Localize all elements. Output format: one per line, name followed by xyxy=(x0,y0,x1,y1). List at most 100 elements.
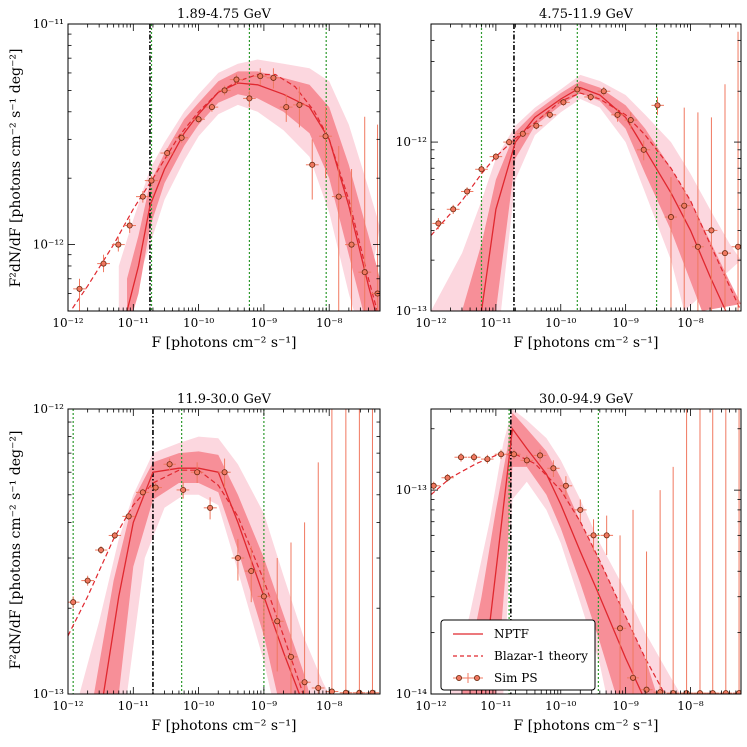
x-tick-label-0: 10⁻¹² xyxy=(415,316,446,330)
legend-label-blazar: Blazar-1 theory xyxy=(494,649,588,663)
marker xyxy=(270,74,277,81)
sim-ps-point-13 xyxy=(253,68,267,85)
axes-frame xyxy=(67,408,381,695)
sim-ps-point-14 xyxy=(266,68,280,89)
marker xyxy=(356,689,363,694)
sim-ps-point-0 xyxy=(432,218,445,230)
marker xyxy=(369,689,376,694)
y-tick-label-0: 10⁻¹⁴ xyxy=(396,687,427,701)
y-axis-label-top: F²dN/dF [photons cm⁻² s⁻¹ deg⁻²] xyxy=(8,49,24,288)
marker xyxy=(194,469,201,476)
sim-ps-point-5 xyxy=(136,488,150,497)
x-tick-label-1: 10⁻¹¹ xyxy=(480,316,511,330)
sim-ps-point-2 xyxy=(454,453,468,462)
sim-ps-point-16 xyxy=(293,86,306,128)
x-tick-label-4: 10⁻⁸ xyxy=(677,699,704,713)
sim-ps-point-10 xyxy=(571,85,584,94)
sim-ps-point-9 xyxy=(557,98,570,106)
sim-ps-point-23 xyxy=(732,409,741,694)
sim-ps-point-7 xyxy=(530,122,543,130)
marker xyxy=(643,686,650,693)
sim-ps-point-17 xyxy=(305,139,319,200)
legend-box xyxy=(440,619,596,691)
sim-ps-point-13 xyxy=(244,546,258,603)
x-tick-label-2: 10⁻¹⁰ xyxy=(545,316,576,330)
marker xyxy=(694,243,701,250)
marker xyxy=(736,690,741,694)
marker xyxy=(287,653,294,660)
marker xyxy=(70,599,77,606)
sim-ps-point-5 xyxy=(144,175,159,186)
sim-ps-point-3 xyxy=(475,165,488,174)
marker xyxy=(537,452,544,459)
panel-4: 10⁻¹² 10⁻¹¹ 10⁻¹⁰ 10⁻⁹ 10⁻⁸ 10⁻¹⁴ 10⁻¹³ 30.0-94… xyxy=(396,392,742,734)
sim-ps-point-2 xyxy=(95,546,108,554)
x-tick-label-3: 10⁻⁹ xyxy=(612,699,639,713)
marker xyxy=(600,88,607,95)
marker xyxy=(657,689,664,694)
marker xyxy=(348,241,355,248)
marker xyxy=(464,188,471,195)
sim-ps-point-6 xyxy=(160,148,174,158)
sim-ps-point-16 xyxy=(640,551,653,694)
sim-ps-point-1 xyxy=(81,575,94,586)
plot-area xyxy=(431,24,741,311)
marker xyxy=(478,166,485,173)
x-tick-label-2: 10⁻¹⁰ xyxy=(183,699,214,713)
axes-frame xyxy=(67,23,381,312)
sim-ps-point-14 xyxy=(624,112,638,129)
sim-ps-point-9 xyxy=(206,102,219,112)
x-tick-label-3: 10⁻⁹ xyxy=(251,699,278,713)
sim-ps-point-10 xyxy=(203,497,217,520)
marker xyxy=(208,104,215,111)
marker xyxy=(550,465,557,472)
marker xyxy=(562,482,569,489)
sim-ps-point-0 xyxy=(431,481,441,491)
sim-ps-point-22 xyxy=(719,409,733,694)
sim-ps-point-2 xyxy=(111,237,125,252)
sim-ps-point-22 xyxy=(731,31,741,311)
x-axis-label: F [photons cm⁻² s⁻¹] xyxy=(514,335,659,351)
sim-ps-point-21 xyxy=(352,409,366,694)
marker xyxy=(76,285,83,292)
sim-ps-point-14 xyxy=(257,562,271,636)
marker xyxy=(457,454,464,461)
x-tick-label-2: 10⁻¹⁰ xyxy=(545,699,576,713)
sim-ps-point-3 xyxy=(467,453,481,462)
sim-ps-point-9 xyxy=(547,460,560,477)
sim-ps-point-8 xyxy=(176,481,190,499)
marker xyxy=(234,555,241,562)
marker xyxy=(100,260,107,267)
sim-ps-point-18 xyxy=(677,107,691,311)
marker xyxy=(315,684,322,691)
x-tick-label-4: 10⁻⁸ xyxy=(316,316,343,330)
marker xyxy=(587,93,594,100)
marker xyxy=(546,111,553,118)
sim-ps-point-4 xyxy=(122,512,135,520)
marker xyxy=(139,489,146,496)
marker xyxy=(696,690,703,694)
sim-ps-point-20 xyxy=(339,409,353,694)
marker xyxy=(709,690,716,694)
sim-ps-point-12 xyxy=(587,519,600,552)
marker xyxy=(630,674,637,681)
axes-frame xyxy=(430,23,742,312)
marker xyxy=(139,193,146,200)
marker xyxy=(435,220,442,227)
x-tick-label-3: 10⁻⁹ xyxy=(251,316,278,330)
marker xyxy=(683,690,690,694)
sim-ps-point-11 xyxy=(584,93,597,102)
sim-ps-point-17 xyxy=(664,177,678,311)
y-tick-label-1: 10⁻¹² xyxy=(396,135,427,149)
sim-ps-point-15 xyxy=(637,140,651,161)
x-tick-label-4: 10⁻⁸ xyxy=(677,316,704,330)
y-axis-label-bottom: F²dN/dF [photons cm⁻² s⁻¹ deg⁻²] xyxy=(8,431,24,670)
x-tick-label-0: 10⁻¹² xyxy=(52,316,83,330)
sim-ps-point-18 xyxy=(319,107,332,179)
x-tick-label-3: 10⁻⁹ xyxy=(612,316,639,330)
marker xyxy=(283,104,290,111)
marker xyxy=(148,177,155,184)
marker xyxy=(431,482,437,489)
sim-ps-point-0 xyxy=(68,596,80,609)
